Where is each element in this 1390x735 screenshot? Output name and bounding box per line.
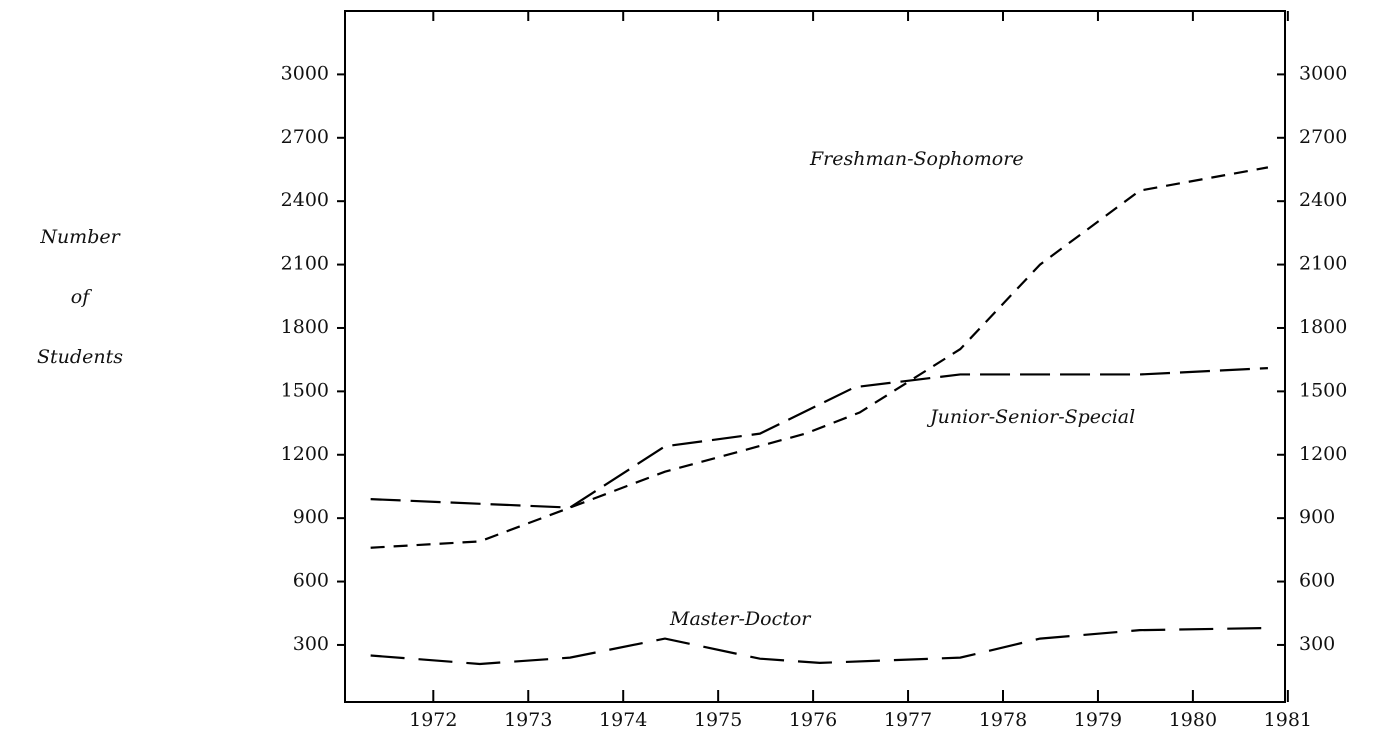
x-tick-label: 1980: [1169, 709, 1217, 731]
x-tick-label: 1976: [789, 709, 837, 731]
y-tick-label: 1200: [281, 443, 329, 465]
y-tick-label: 300: [293, 633, 329, 655]
y-tick-label: 900: [293, 506, 329, 528]
y2-tick-label: 600: [1299, 570, 1335, 592]
y2-tick-label: 1200: [1299, 443, 1347, 465]
series-line: [370, 367, 1268, 509]
x-tick-label: 1972: [409, 709, 457, 731]
series-label: Junior-Senior-Special: [926, 406, 1135, 428]
y-axis-label: Number: [39, 226, 121, 248]
y2-tick-label: 3000: [1299, 62, 1347, 84]
series-label: Master-Doctor: [669, 608, 812, 630]
x-tick-label: 1978: [979, 709, 1027, 731]
x-tick-label: 1974: [599, 709, 647, 731]
y-tick-label: 2400: [281, 189, 329, 211]
y2-tick-label: 2100: [1299, 253, 1347, 275]
y2-tick-label: 1500: [1299, 379, 1347, 401]
plot-frame: [344, 10, 1286, 703]
y-tick-label: 600: [293, 570, 329, 592]
x-tick-label: 1977: [884, 709, 932, 731]
y2-tick-label: 2700: [1299, 126, 1347, 148]
y-tick-label: 1800: [281, 316, 329, 338]
y-tick-label: 2100: [281, 253, 329, 275]
y-tick-label: 2700: [281, 126, 329, 148]
x-tick-label: 1975: [694, 709, 742, 731]
series-line: [370, 166, 1269, 549]
x-tick-label: 1979: [1074, 709, 1122, 731]
series-label: Freshman-Sophomore: [809, 148, 1024, 170]
y2-tick-label: 300: [1299, 633, 1335, 655]
y2-tick-label: 900: [1299, 506, 1335, 528]
y-tick-label: 3000: [281, 62, 329, 84]
y-axis-label: of: [71, 286, 92, 308]
y-tick-label: 1500: [281, 379, 329, 401]
x-tick-label: 1981: [1264, 709, 1312, 731]
x-tick-label: 1973: [504, 709, 552, 731]
y2-tick-label: 1800: [1299, 316, 1347, 338]
series-line: [370, 626, 1268, 666]
y2-tick-label: 2400: [1299, 189, 1347, 211]
y-axis-label: Students: [37, 346, 123, 368]
